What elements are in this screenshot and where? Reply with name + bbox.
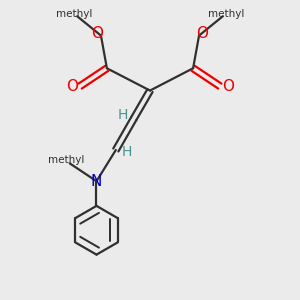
Text: H: H — [118, 108, 128, 122]
Text: methyl: methyl — [208, 9, 244, 19]
Text: H: H — [122, 146, 132, 159]
Text: methyl: methyl — [56, 9, 92, 19]
Text: N: N — [91, 174, 102, 189]
Text: methyl: methyl — [48, 155, 84, 165]
Text: O: O — [196, 26, 208, 41]
Text: O: O — [66, 79, 78, 94]
Text: O: O — [222, 79, 234, 94]
Text: O: O — [92, 26, 104, 41]
